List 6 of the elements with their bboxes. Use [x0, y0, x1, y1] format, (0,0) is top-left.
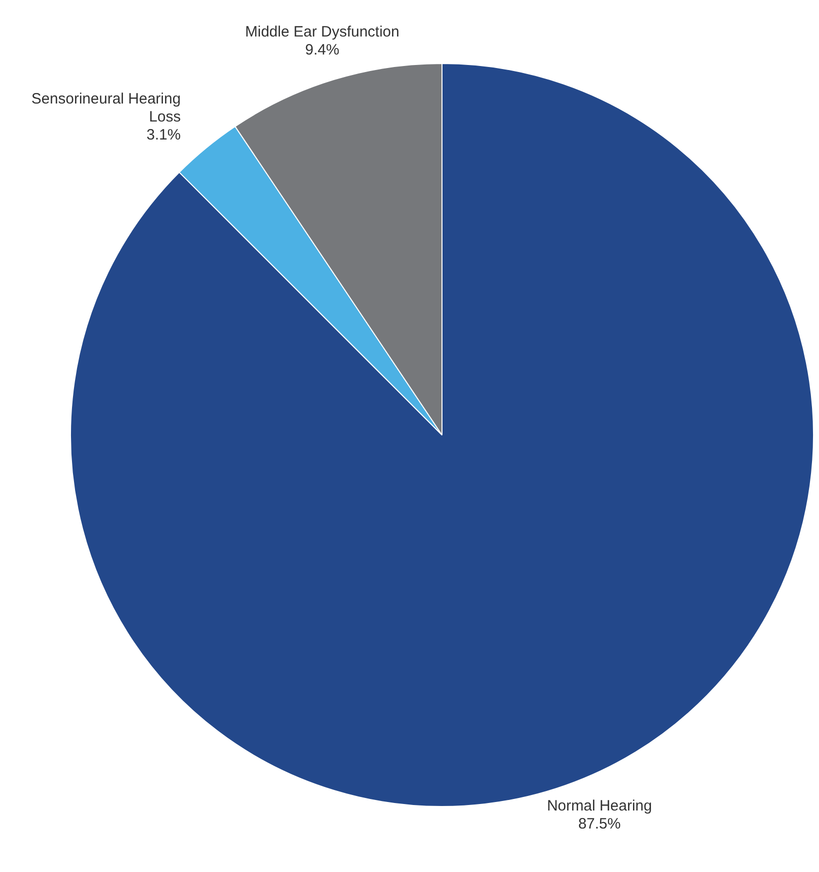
- slice-label: Middle Ear Dysfunction: [245, 23, 400, 40]
- slice-label: Sensorineural Hearing Loss: [31, 90, 181, 126]
- data-label: 9.4%: [305, 41, 340, 58]
- data-label: 3.1%: [146, 126, 181, 144]
- slice-label: Normal Hearing: [546, 797, 652, 814]
- data-label: 87.5%: [578, 815, 621, 832]
